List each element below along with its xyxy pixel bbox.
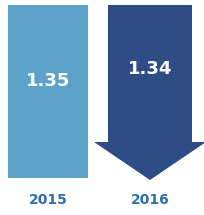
Bar [8, 5, 88, 178]
Text: 1.35: 1.35 [26, 72, 70, 91]
Polygon shape [94, 5, 204, 180]
Text: 1.34: 1.34 [128, 60, 172, 77]
Text: 2016: 2016 [131, 193, 169, 207]
Text: 2015: 2015 [29, 193, 68, 207]
